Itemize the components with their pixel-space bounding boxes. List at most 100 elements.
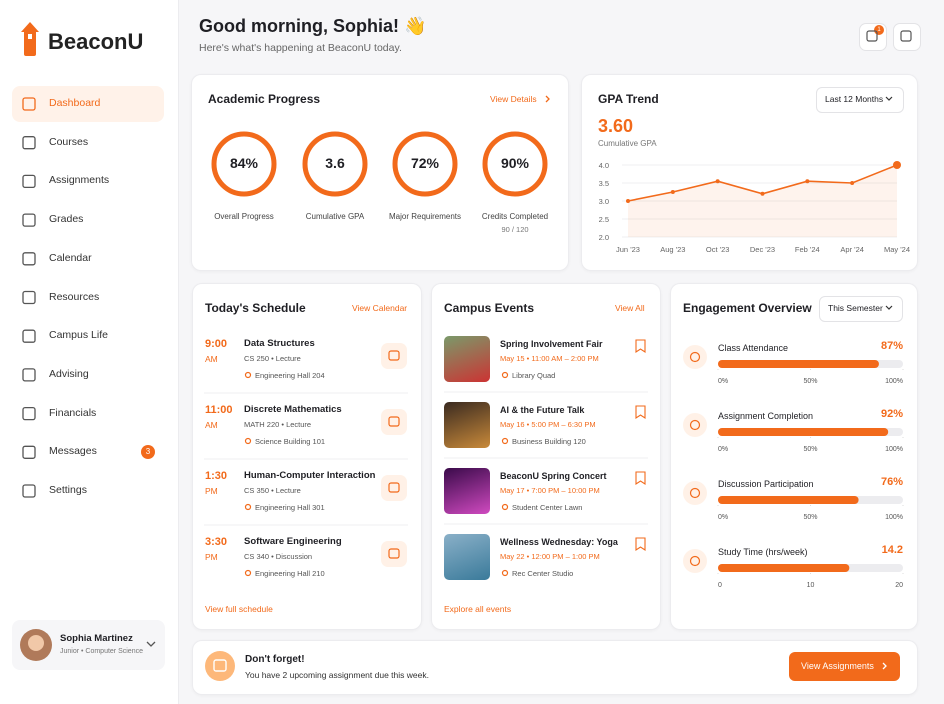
course-icon	[381, 475, 407, 501]
course-meta: MATH 220 • Lecture	[244, 420, 312, 429]
time: 3:30	[205, 536, 228, 548]
metric-value: 87%	[880, 340, 903, 352]
event-image	[444, 468, 490, 514]
location: Engineering Hall 301	[255, 503, 325, 512]
nav-item[interactable]: Settings	[49, 484, 87, 496]
ampm: PM	[205, 552, 218, 562]
metric-value: 92%	[880, 408, 903, 420]
location: Science Building 101	[255, 437, 326, 446]
course-name: Data Structures	[244, 338, 315, 349]
card-title: Academic Progress	[208, 92, 321, 106]
time: 9:00	[205, 338, 228, 350]
nav-item[interactable]: Courses	[49, 135, 89, 148]
event-time: May 15 • 11:00 AM – 2:00 PM	[500, 354, 599, 363]
event-image	[444, 402, 490, 448]
nav-item[interactable]: Resources	[49, 290, 100, 303]
event-time: May 16 • 5:00 PM – 6:30 PM	[500, 420, 596, 429]
greeting: Good morning, Sophia! 👋	[199, 16, 427, 36]
ring-detail: 90 / 120	[501, 225, 529, 234]
nav-item[interactable]: Calendar	[49, 251, 92, 264]
nav-active-bg	[12, 86, 164, 122]
period-select[interactable]	[819, 296, 903, 322]
user-role: Junior • Computer Science	[60, 648, 143, 655]
event-image	[444, 534, 490, 580]
ampm: AM	[205, 354, 218, 364]
nav-item[interactable]: Advising	[49, 367, 89, 380]
link[interactable]: View All	[615, 303, 645, 313]
course-meta: CS 250 • Lecture	[244, 354, 301, 363]
nav-item[interactable]: Dashboard	[49, 97, 101, 109]
brand-name: BeaconU	[48, 29, 144, 54]
period-label: Last 12 Months	[825, 94, 884, 104]
metric-label: Assignment Completion	[718, 411, 814, 421]
course-icon	[381, 409, 407, 435]
metric-value: 14.2	[881, 544, 903, 556]
location: Student Center Lawn	[512, 503, 583, 512]
user-card[interactable]	[12, 620, 165, 670]
notification-badge: 1	[874, 25, 884, 35]
gpa-value: 3.60	[598, 116, 634, 136]
location: Library Quad	[512, 371, 556, 380]
metric-label: Discussion Participation	[718, 479, 814, 489]
metric-label: Study Time (hrs/week)	[718, 547, 808, 557]
event-time: May 17 • 7:00 PM – 10:00 PM	[500, 486, 600, 495]
nav-item[interactable]: Campus Life	[49, 329, 108, 342]
button[interactable]	[789, 652, 900, 681]
nav-item[interactable]: Grades	[49, 213, 84, 226]
subtitle: Here's what's happening at BeaconU today…	[199, 42, 402, 54]
calendar-button[interactable]	[893, 23, 921, 51]
ring-value: 84%	[229, 155, 259, 171]
time: 11:00	[205, 404, 233, 416]
ring-value: 3.6	[325, 155, 345, 171]
event-time: May 22 • 12:00 PM – 1:00 PM	[500, 552, 600, 561]
reminder-text: You have 2 upcoming assignment due this …	[245, 670, 429, 680]
event-title: AI & the Future Talk	[500, 405, 585, 415]
course-meta: CS 350 • Lecture	[244, 486, 301, 495]
period-select[interactable]	[816, 87, 904, 113]
card-title: Today's Schedule	[205, 301, 306, 315]
event-title: BeaconU Spring Concert	[500, 471, 607, 481]
reminder-title: Don't forget!	[245, 654, 305, 665]
link[interactable]: Explore all events	[444, 604, 512, 614]
event-title: Spring Involvement Fair	[500, 339, 603, 349]
user-name: Sophia Martinez	[60, 633, 133, 644]
ring-label: Credits Completed	[481, 212, 549, 221]
card-title: Engagement Overview	[683, 301, 812, 315]
course-icon	[381, 343, 407, 369]
card-title: Campus Events	[444, 301, 535, 315]
nav-item[interactable]: Messages	[49, 445, 97, 458]
time: 1:30	[205, 470, 228, 482]
course-icon	[381, 541, 407, 567]
ring-label: Cumulative GPA	[305, 212, 365, 221]
button-label[interactable]: View Assignments	[801, 661, 874, 671]
metric-label: Class Attendance	[718, 343, 789, 353]
course-name: Discrete Mathematics	[244, 404, 342, 415]
course-name: Human-Computer Interaction	[244, 470, 376, 481]
nav-item[interactable]: Financials	[49, 406, 97, 419]
schedule-card	[192, 283, 422, 630]
metric-value: 76%	[880, 476, 903, 488]
gpa-label: Cumulative GPA	[598, 139, 657, 148]
period-label: This Semester	[828, 303, 883, 313]
ampm: PM	[205, 486, 218, 496]
event-title: Wellness Wednesday: Yoga	[500, 537, 618, 547]
ampm: AM	[205, 420, 218, 430]
ring-value: 72%	[410, 155, 440, 171]
location: Business Building 120	[512, 437, 586, 446]
course-name: Software Engineering	[244, 536, 342, 547]
ring-value: 90%	[500, 155, 530, 171]
location: Rec Center Studio	[512, 569, 574, 578]
ring-label: Overall Progress	[214, 212, 274, 221]
ring-label: Major Requirements	[388, 212, 462, 221]
card-title: GPA Trend	[598, 92, 659, 106]
location: Engineering Hall 210	[255, 569, 325, 578]
link[interactable]: View Details	[490, 94, 537, 104]
engagement-card	[670, 283, 918, 630]
nav-badge: 3	[141, 445, 155, 460]
link[interactable]: View full schedule	[205, 604, 273, 614]
nav-item[interactable]: Assignments	[49, 174, 110, 187]
location: Engineering Hall 204	[255, 371, 325, 380]
link[interactable]: View Calendar	[352, 303, 408, 313]
event-image	[444, 336, 490, 382]
